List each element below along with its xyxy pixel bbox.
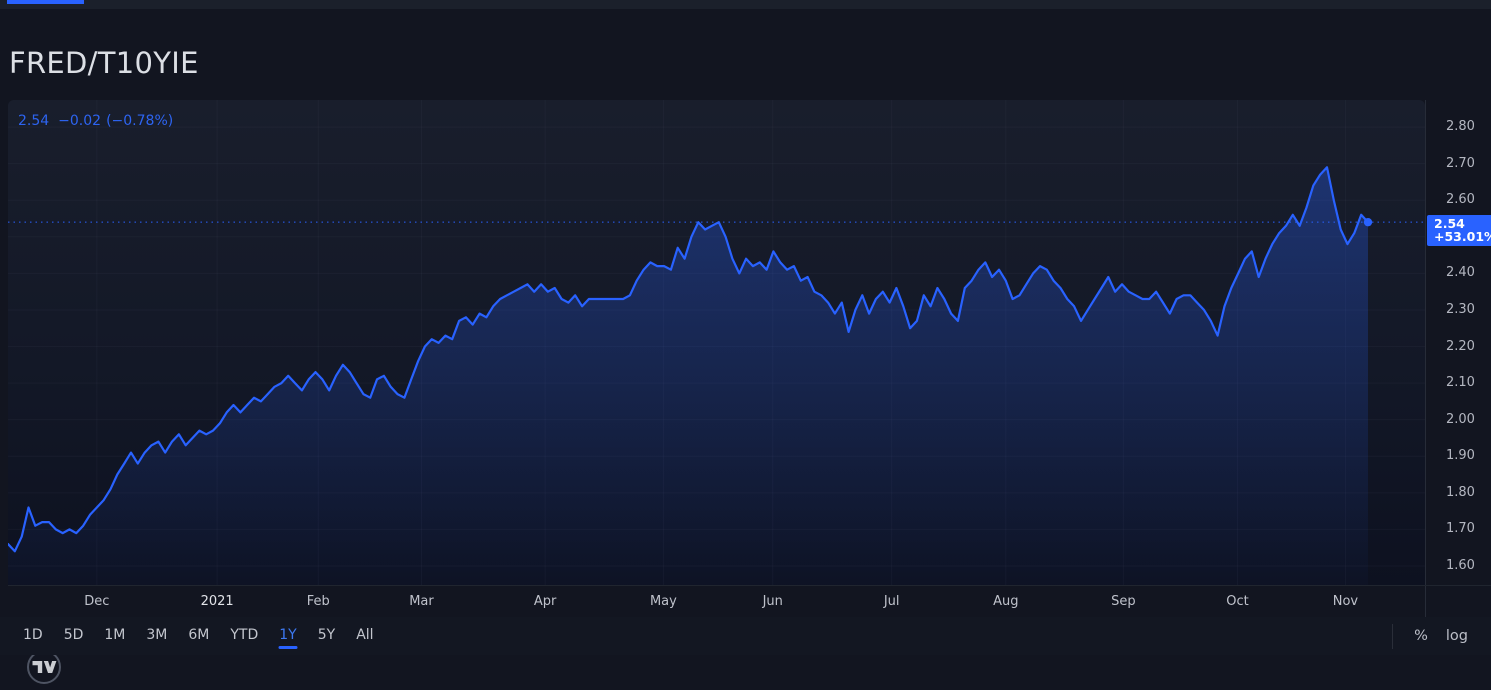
time-axis[interactable]: Dec 2021 Feb Mar Apr May Jun Jul Aug Sep Oct Nov [8,585,1491,618]
price-axis-label: 2.70 [1446,155,1475,171]
time-axis-label: Oct [1226,594,1249,609]
time-axis-label: Mar [409,594,434,609]
series-area-fill [8,167,1368,585]
bottom-toolbar: 1D 5D 1M 3M 6M YTD 1Y 5Y All % log [0,617,1491,655]
time-axis-label: Feb [306,594,330,609]
chart-pane[interactable]: 2.54 −0.02 (−0.78%) [8,100,1425,684]
time-axis-label: Jul [883,594,900,609]
legend-change-percent: (−0.78%) [106,113,174,129]
toolbar-right-group: % log [1392,623,1477,649]
price-axis-label: 2.60 [1446,192,1475,208]
range-button-ytd[interactable]: YTD [230,627,259,643]
legend-last-price: 2.54 [18,113,50,129]
badge-price: 2.54 [1434,216,1465,232]
price-axis-border [1425,100,1426,617]
price-axis-label: 2.00 [1446,411,1475,427]
range-button-1m[interactable]: 1M [104,627,126,643]
price-axis[interactable]: 2.54 +53.01% 2.80 2.70 2.60 2.40 2.30 2.20 2.1… [1426,100,1491,585]
time-axis-label: May [649,594,677,609]
price-axis-label: 1.90 [1446,448,1475,464]
badge-percent: +53.01% [1434,229,1491,245]
time-axis-label: Sep [1111,594,1136,609]
logo-circle [27,650,61,684]
last-point-marker [1363,217,1373,227]
top-strip [0,0,1491,9]
percent-scale-button[interactable]: % [1414,628,1428,644]
time-axis-label: Nov [1332,594,1359,609]
range-button-all[interactable]: All [356,627,374,643]
toolbar-divider [1392,623,1394,649]
range-button-3m[interactable]: 3M [146,627,168,643]
price-axis-label: 2.80 [1446,119,1475,135]
log-scale-button[interactable]: log [1445,628,1468,644]
range-button-5d[interactable]: 5D [63,627,84,643]
price-axis-label: 2.10 [1446,375,1475,391]
time-axis-label: Dec [84,594,110,609]
range-button-1d[interactable]: 1D [23,627,43,643]
price-legend: 2.54 −0.02 (−0.78%) [18,113,173,129]
range-button-5y[interactable]: 5Y [317,627,336,643]
price-axis-label: 2.40 [1446,265,1475,281]
price-chart[interactable] [8,100,1425,585]
price-axis-label: 1.80 [1446,484,1475,500]
range-button-group: 1D 5D 1M 3M 6M YTD 1Y 5Y All [14,623,383,649]
legend-change: −0.02 [58,113,102,129]
last-price-badge: 2.54 +53.01% [1427,215,1491,247]
series-line [8,166,1370,553]
loading-progress-bar [7,0,84,4]
price-axis-label: 2.20 [1446,338,1475,354]
price-axis-label: 1.70 [1446,521,1475,537]
price-axis-label: 2.30 [1446,301,1475,317]
active-range-underline [278,646,298,649]
time-axis-label: Aug [993,594,1019,609]
range-button-1y[interactable]: 1Y [270,623,305,649]
time-axis-label: 2021 [200,594,234,609]
range-button-6m[interactable]: 6M [188,627,210,643]
time-axis-label: Apr [533,594,557,609]
symbol-title: FRED/T10YIE [9,46,199,80]
price-axis-label: 1.60 [1446,557,1475,573]
time-axis-label: Jun [762,594,783,609]
